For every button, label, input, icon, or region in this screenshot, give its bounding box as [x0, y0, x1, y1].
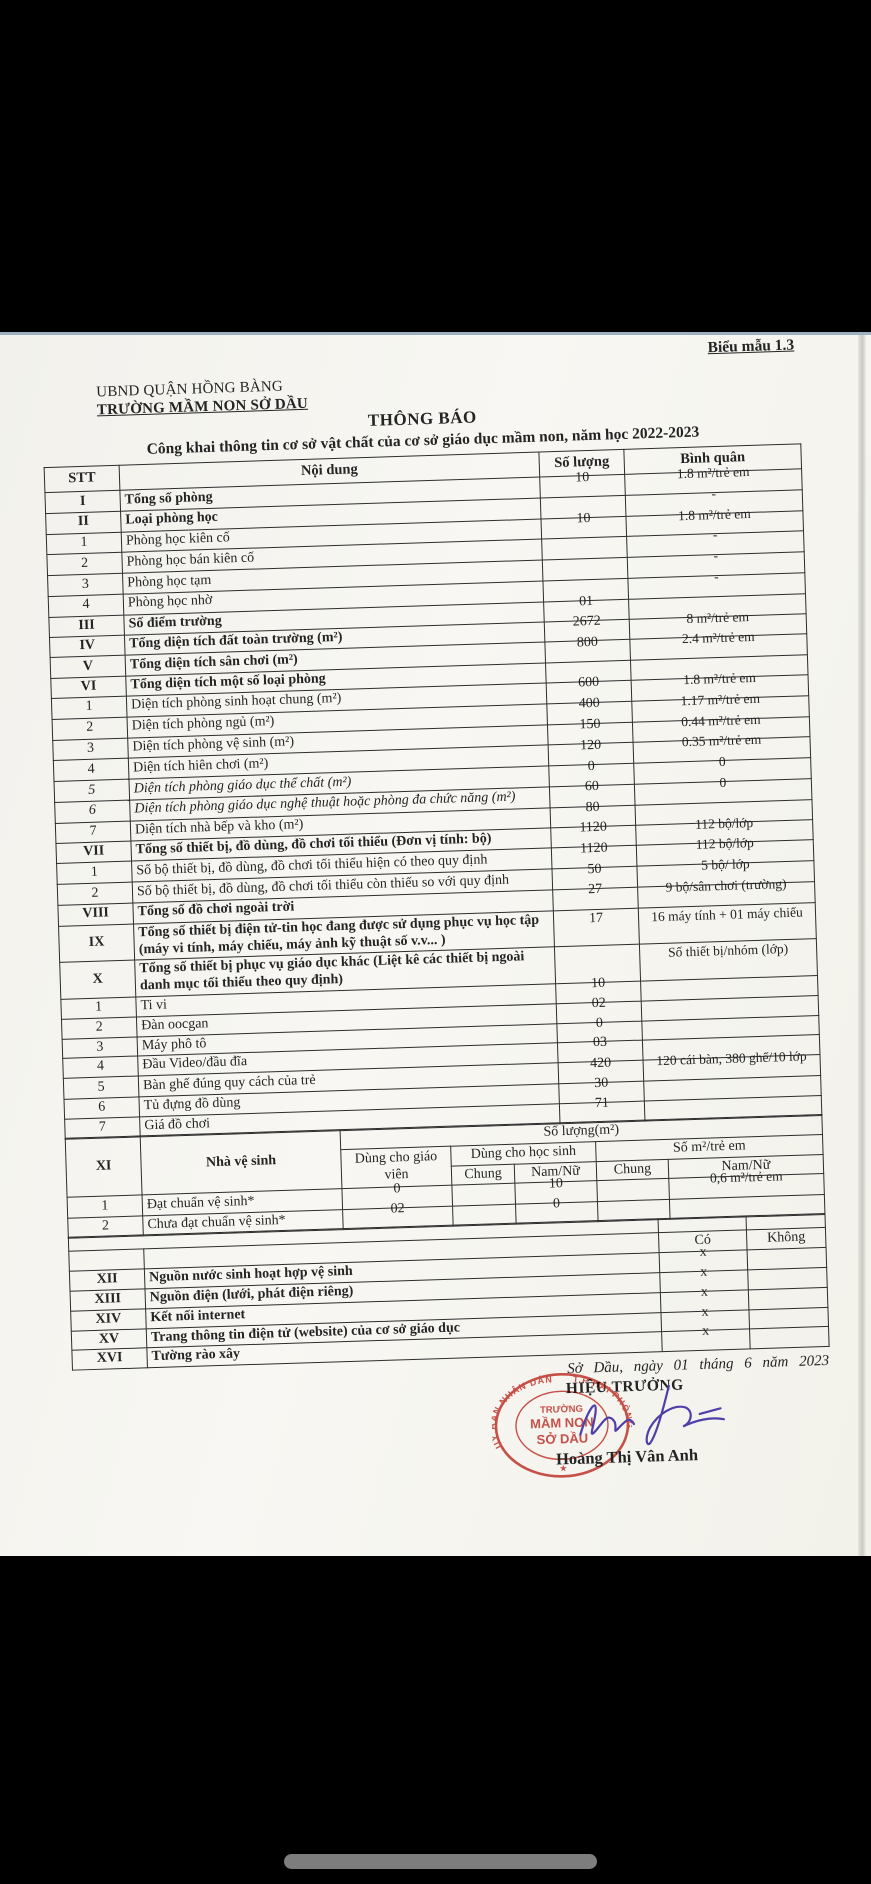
row-stt: 3 — [52, 737, 129, 761]
stamp-inner-ring — [515, 1390, 609, 1461]
facilities-table: STT Nội dung Số lượng Bình quân I Tổng số… — [44, 443, 823, 1139]
no-mark — [747, 1267, 828, 1290]
row-quantity: 17 — [553, 907, 640, 948]
row-stt: 2 — [61, 1016, 138, 1039]
row-stt: XIII — [70, 1288, 146, 1312]
toilet-label: Nhà vệ sinh — [140, 1129, 342, 1196]
row-stt: 7 — [55, 820, 131, 843]
stamp-line3: SỞ DẦU — [536, 1431, 588, 1448]
stamp-star: ★ — [559, 1463, 567, 1473]
signature-block: Sở Dầu, ngày 01 tháng 6 năm 2023 HIỆU TR… — [72, 1353, 833, 1509]
row-stt: 1 — [46, 531, 122, 555]
row-stt: VII — [55, 840, 132, 864]
no-mark — [748, 1307, 829, 1330]
row-stt: 5 — [63, 1076, 139, 1100]
blank-cell — [68, 1249, 145, 1272]
row-stt: 6 — [63, 1096, 140, 1119]
area-shared-value — [596, 1178, 670, 1202]
row-stt: V — [50, 655, 126, 679]
row-stt: III — [48, 614, 125, 638]
row-average: 16 máy tính + 01 máy chiếu — [638, 902, 817, 945]
row-quantity: 10 — [539, 470, 626, 498]
row-stt: 2 — [57, 882, 133, 906]
no-mark — [747, 1247, 827, 1270]
signature-stroke-1 — [579, 1404, 636, 1437]
row-stt: XVI — [71, 1348, 148, 1371]
col-header-no: Không — [746, 1227, 827, 1251]
row-stt: 4 — [62, 1056, 139, 1079]
col-header-stt: STT — [44, 465, 120, 493]
row-stt: VIII — [57, 902, 134, 927]
subcol-student-shared: Chung — [451, 1163, 515, 1186]
row-stt: 3 — [47, 573, 124, 597]
document-page: Biểu mẫu 1.3 UBND QUẬN HỒNG BÀNG TRƯỜNG … — [0, 332, 871, 1559]
row-quantity — [541, 536, 628, 561]
signature-stroke-2 — [645, 1385, 725, 1446]
stamp-line1: TRƯỜNG — [540, 1403, 583, 1416]
page-edge-shadow — [858, 335, 866, 1559]
row-stt: 1 — [56, 861, 133, 885]
form-number-text: Biểu mẫu 1.3 — [707, 336, 795, 357]
row-stt: X — [59, 960, 136, 1000]
row-stt: 1 — [60, 996, 137, 1020]
letterbox-bottom — [0, 1556, 871, 1884]
no-mark — [748, 1287, 828, 1310]
row-stt: II — [45, 511, 122, 535]
row-stt: XIV — [70, 1308, 147, 1331]
no-mark — [749, 1326, 830, 1350]
document-content: Biểu mẫu 1.3 UBND QUẬN HỒNG BÀNG TRƯỜNG … — [0, 335, 871, 1511]
row-stt: 5 — [54, 779, 130, 803]
yesno-table: Có Không XII Nguồn nước sinh hoạt hợp vệ … — [68, 1213, 830, 1371]
student-shared-value — [451, 1183, 516, 1207]
row-stt: VI — [50, 676, 127, 699]
row-stt: 1 — [51, 696, 128, 720]
row-stt: XV — [71, 1328, 147, 1351]
row-stt: I — [44, 490, 121, 514]
row-quantity — [542, 557, 628, 581]
yes-mark: x — [661, 1324, 751, 1352]
row-stt: 2 — [52, 716, 128, 741]
subcol-area-shared: Chung — [596, 1158, 669, 1181]
row-stt: IV — [49, 634, 126, 658]
stamp-outer-ring — [494, 1373, 630, 1478]
toilet-stt: XI — [65, 1135, 143, 1198]
signature-ink — [571, 1374, 753, 1458]
stamp-line2: MẦM NON — [530, 1415, 594, 1432]
row-quantity: 27 — [552, 882, 639, 911]
row-quantity: 800 — [544, 635, 631, 664]
row-stt: IX — [58, 923, 135, 963]
row-average: Số thiết bị/nhóm (lớp) — [639, 938, 818, 982]
row-stt: 2 — [46, 552, 123, 576]
row-stt: 4 — [48, 594, 124, 618]
letterbox-top — [0, 0, 871, 332]
row-stt: 1 — [67, 1195, 143, 1219]
home-indicator[interactable] — [284, 1854, 597, 1869]
row-stt: 3 — [62, 1036, 138, 1059]
row-stt: 4 — [53, 758, 129, 782]
row-stt: 6 — [54, 800, 131, 824]
official-stamp: UỶ BAN NHÂN DÂN T.P HẢI PHÒNG TRƯỜNG MẦM… — [486, 1368, 635, 1482]
signature-stroke-3 — [698, 1407, 722, 1416]
row-stt: XII — [69, 1269, 145, 1292]
row-quantity: 10 — [540, 511, 627, 540]
